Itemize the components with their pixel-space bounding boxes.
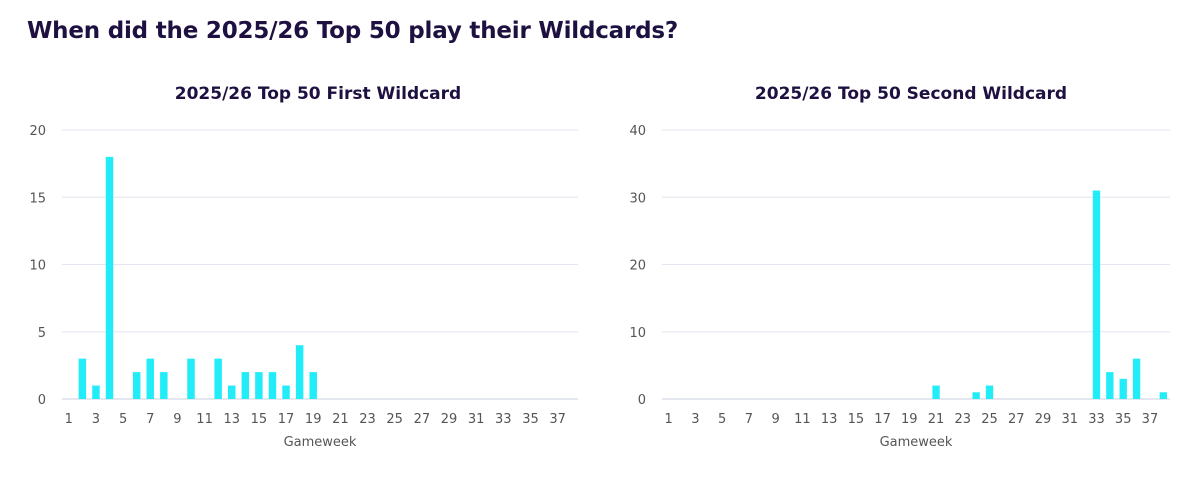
second-x-axis-label: Gameweek [880,435,953,450]
second-bar-gw-35 [1119,378,1127,399]
first-bar-gw-15 [255,372,263,399]
first-bar-gw-18 [295,345,304,399]
second-x-tick-label: 25 [981,412,998,427]
second-x-tick-label: 21 [928,412,945,427]
second-x-tick-label: 27 [1008,412,1025,427]
first-x-tick-label: 25 [386,412,403,427]
first-bar-gw-13 [228,385,236,399]
second-bar-gw-38 [1159,392,1167,399]
second-y-tick-label: 30 [629,191,646,206]
second-y-tick-label: 0 [638,393,646,408]
second-x-tick-label: 31 [1061,412,1078,427]
first-bar-gw-14 [241,372,250,399]
first-x-tick-label: 7 [146,412,154,427]
second-x-tick-label: 37 [1142,412,1159,427]
second-x-tick-label: 15 [848,412,865,427]
first-y-tick-label: 15 [29,191,46,206]
first-x-tick-label: 1 [65,412,73,427]
second-bar-gw-36 [1132,358,1141,399]
first-bar-gw-8 [160,372,168,399]
first-x-tick-label: 27 [414,412,431,427]
second-bar-gw-24 [972,392,980,399]
second-bar-gw-21 [932,385,940,399]
first-x-tick-label: 15 [251,412,268,427]
first-y-tick-label: 0 [38,393,46,408]
first-x-tick-label: 33 [495,412,512,427]
first-x-tick-label: 21 [332,412,349,427]
second-x-tick-label: 11 [794,412,811,427]
second-y-tick-label: 10 [629,326,646,341]
first-x-tick-label: 5 [119,412,127,427]
first-bar-gw-3 [92,385,100,399]
first-wildcard-chart: 2025/26 Top 50 First Wildcard 0 5 10 15 20 1 3 5… [29,84,578,450]
first-x-axis-label: Gameweek [284,435,357,450]
second-chart-title: 2025/26 Top 50 Second Wildcard [755,84,1067,104]
second-x-tick-label: 7 [745,412,753,427]
first-x-tick-label: 17 [278,412,295,427]
first-x-tick-label: 11 [196,412,213,427]
first-y-tick-label: 10 [29,259,46,274]
first-bar-gw-19 [309,372,317,399]
first-bar-gw-16 [268,372,277,399]
first-y-tick-label: 20 [29,124,46,139]
first-bar-gw-2 [78,358,87,399]
first-bar-gw-6 [132,372,141,399]
first-x-tick-label: 37 [549,412,566,427]
first-bar-gw-10 [187,358,195,399]
second-x-tick-label: 19 [901,412,918,427]
first-x-tick-label: 9 [173,412,181,427]
second-x-tick-label: 33 [1088,412,1105,427]
first-chart-title: 2025/26 Top 50 First Wildcard [175,84,461,104]
second-x-tick-label: 35 [1115,412,1132,427]
second-x-tick-label: 23 [955,412,972,427]
second-wildcard-chart-svg: 2025/26 Top 50 Second Wildcard 0 10 20 30 40 1… [629,84,1170,450]
first-x-tick-label: 19 [305,412,322,427]
first-x-tick-label: 23 [359,412,376,427]
first-bar-gw-4 [105,156,114,399]
second-x-tick-label: 1 [665,412,673,427]
first-x-tick-label: 13 [223,412,240,427]
second-wildcard-chart: 2025/26 Top 50 Second Wildcard 0 10 20 30 40 1… [600,0,1200,485]
first-y-tick-label: 5 [38,326,46,341]
first-bar-gw-12 [214,358,222,399]
second-x-tick-label: 17 [874,412,891,427]
second-x-tick-label: 29 [1035,412,1052,427]
second-y-tick-label: 20 [629,259,646,274]
second-y-tick-label: 40 [629,124,646,139]
second-x-tick-label: 3 [691,412,699,427]
first-x-tick-label: 3 [92,412,100,427]
second-x-tick-label: 13 [821,412,838,427]
page-title: When did the 2025/26 Top 50 play their W… [27,18,679,44]
second-bar-gw-25 [985,385,994,399]
second-bar-gw-34 [1106,372,1114,399]
second-x-tick-label: 5 [718,412,726,427]
first-x-tick-label: 35 [522,412,539,427]
first-bar-gw-17 [282,385,290,399]
second-x-tick-label: 9 [771,412,779,427]
first-bar-gw-7 [146,358,154,399]
first-x-tick-label: 29 [441,412,458,427]
first-x-tick-label: 31 [468,412,485,427]
second-bar-gw-33 [1092,190,1101,399]
